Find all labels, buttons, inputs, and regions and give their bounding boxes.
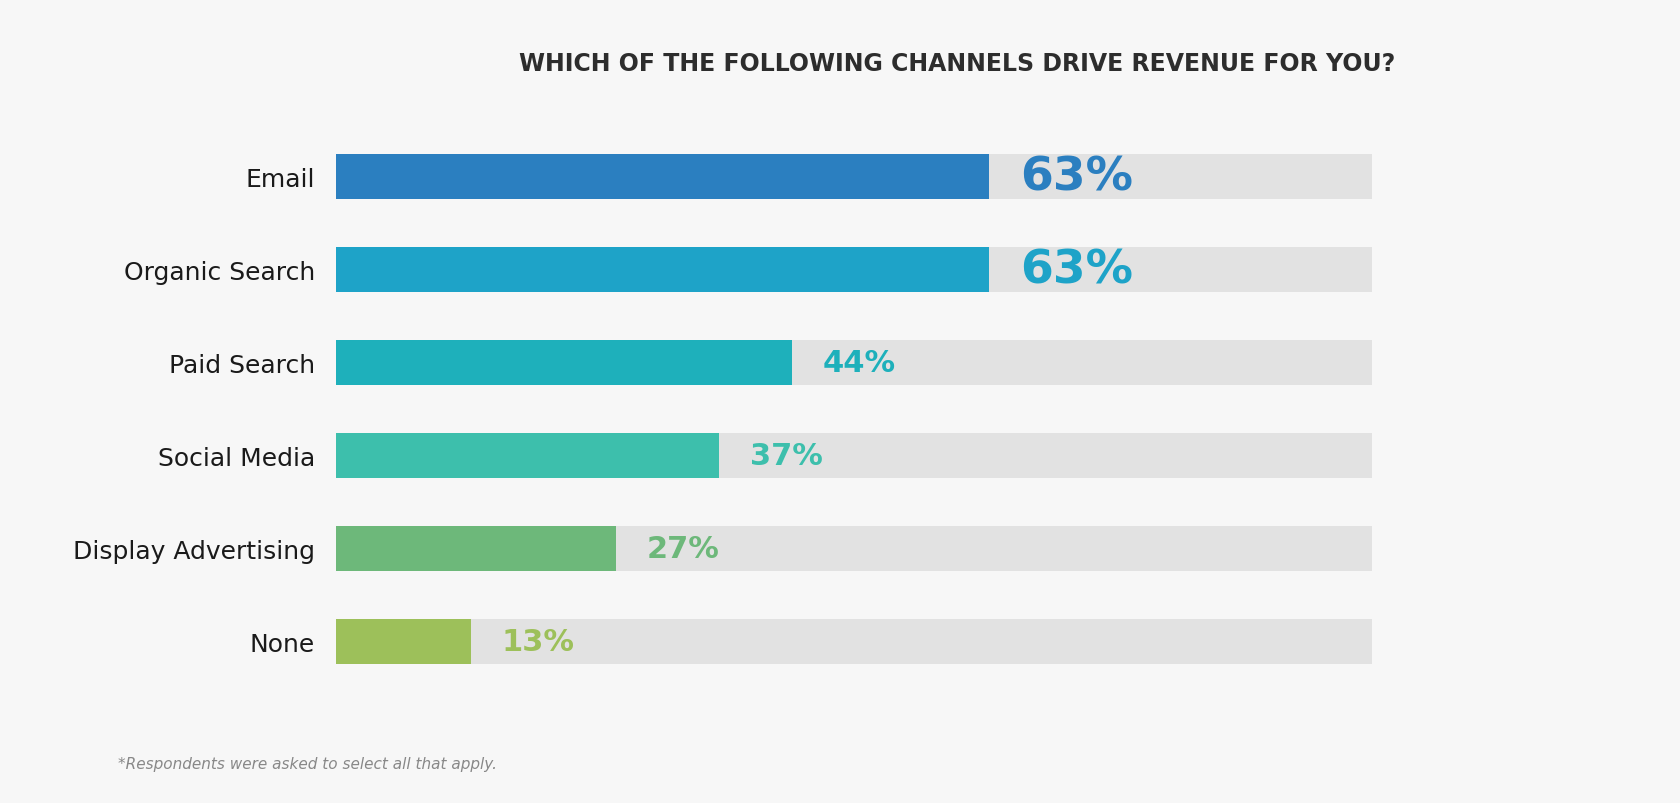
Text: 44%: 44% — [823, 349, 895, 377]
Bar — [336, 619, 470, 664]
Bar — [336, 248, 1373, 292]
Text: 63%: 63% — [1020, 155, 1132, 200]
Text: 27%: 27% — [647, 534, 719, 563]
Bar — [336, 340, 791, 385]
Bar — [336, 340, 1373, 385]
Text: 63%: 63% — [1020, 248, 1132, 293]
Bar — [336, 155, 1373, 200]
Bar — [336, 527, 615, 571]
Text: *Respondents were asked to select all that apply.: *Respondents were asked to select all th… — [118, 756, 497, 771]
Text: 13%: 13% — [502, 627, 575, 656]
Text: 37%: 37% — [751, 442, 823, 471]
Title: WHICH OF THE FOLLOWING CHANNELS DRIVE REVENUE FOR YOU?: WHICH OF THE FOLLOWING CHANNELS DRIVE RE… — [519, 52, 1396, 75]
Bar — [336, 434, 1373, 479]
Bar — [336, 248, 988, 292]
Bar — [336, 619, 1373, 664]
Bar — [336, 527, 1373, 571]
Bar — [336, 155, 988, 200]
Bar — [336, 434, 719, 479]
